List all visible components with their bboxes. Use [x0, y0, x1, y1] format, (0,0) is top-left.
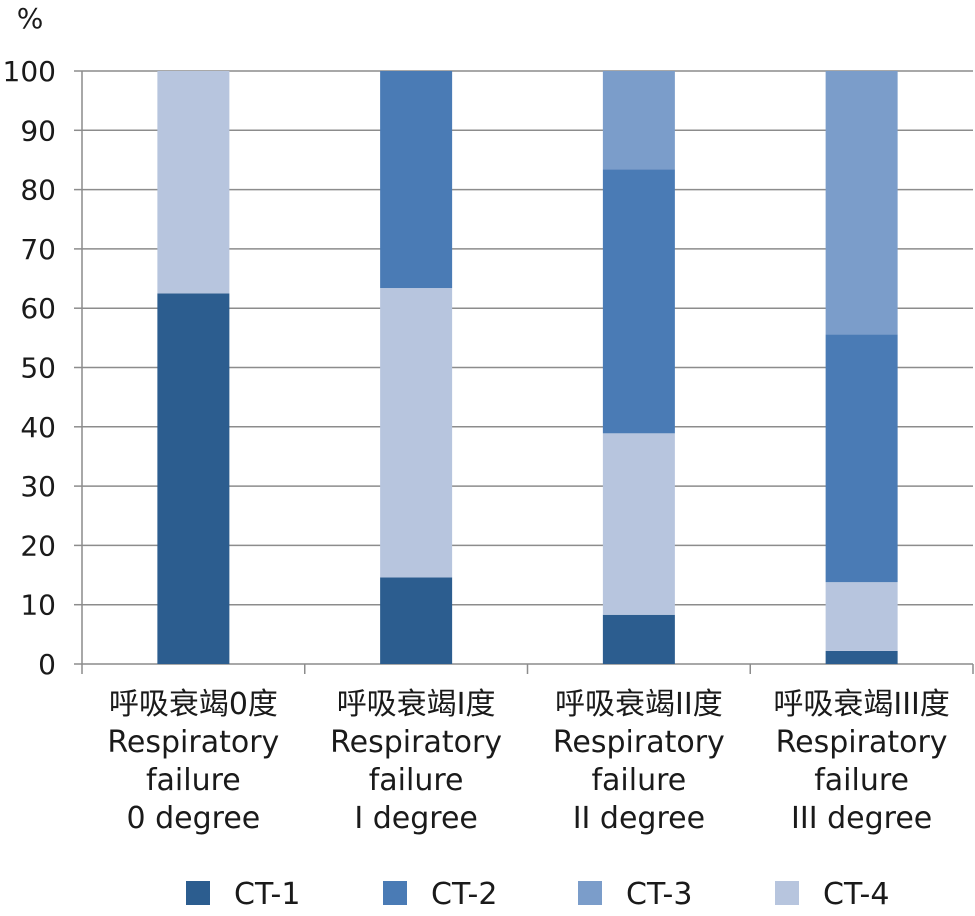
- y-tick-label: 80: [20, 174, 56, 207]
- category-label-line: III degree: [791, 801, 932, 836]
- bar-segment-ct-4: [380, 288, 453, 578]
- category-label: 呼吸衰竭II度 Respiratory failure II degree: [553, 687, 725, 836]
- category-label-line: Respiratory: [107, 725, 279, 760]
- category-label-line: 呼吸衰竭II度: [555, 687, 723, 722]
- legend-label: CT-3: [626, 877, 692, 912]
- category-label-line: Respiratory: [330, 725, 502, 760]
- y-tick-label: 90: [20, 114, 56, 147]
- category-label-line: 呼吸衰竭0度: [109, 687, 278, 722]
- legend-label: CT-2: [431, 877, 497, 912]
- category-label-line: failure: [369, 763, 464, 798]
- bar-segment-ct-1: [380, 577, 453, 664]
- y-axis-unit-label: %: [17, 2, 44, 35]
- category-label: 呼吸衰竭0度 Respiratory failure 0 degree: [107, 687, 279, 836]
- bar-segment-ct-1: [602, 614, 675, 664]
- legend-swatch: [186, 881, 210, 905]
- legend-item-ct-1: CT-1: [186, 877, 300, 912]
- legend: CT-1 CT-2 CT-3 CT-4: [186, 877, 889, 912]
- legend-item-ct-2: CT-2: [383, 877, 497, 912]
- y-tick-label: 0: [38, 648, 56, 681]
- axes: [74, 70, 974, 674]
- legend-item-ct-3: CT-3: [578, 877, 692, 912]
- category-label-line: II degree: [573, 801, 705, 836]
- bar-segment-ct-2: [380, 71, 453, 289]
- legend-swatch: [383, 881, 407, 905]
- bars: [157, 71, 898, 664]
- y-tick-label: 100: [3, 55, 56, 88]
- legend-label: CT-1: [234, 877, 300, 912]
- category-label: 呼吸衰竭III度 Respiratory failure III degree: [773, 687, 950, 836]
- y-tick-label: 30: [20, 470, 56, 503]
- y-tick-label: 10: [20, 589, 56, 622]
- category-label-line: Respiratory: [776, 725, 948, 760]
- y-tick-labels: 0 10 20 30 40 50 60 70 80 90 100: [3, 55, 56, 681]
- category-label-line: Respiratory: [553, 725, 725, 760]
- category-label-line: I degree: [354, 801, 478, 836]
- bar-segment-ct-2: [602, 169, 675, 434]
- category-label-line: 呼吸衰竭I度: [337, 687, 496, 722]
- legend-swatch: [578, 881, 602, 905]
- category-label-line: failure: [146, 763, 241, 798]
- y-tick-label: 40: [20, 411, 56, 444]
- bar-segment-ct-3: [602, 71, 675, 170]
- category-label-line: failure: [591, 763, 686, 798]
- category-label-line: failure: [814, 763, 909, 798]
- y-tick-label: 60: [20, 292, 56, 325]
- y-tick-label: 20: [20, 529, 56, 562]
- category-label: 呼吸衰竭I度 Respiratory failure I degree: [330, 687, 502, 836]
- bar-segment-ct-2: [825, 334, 898, 583]
- y-tick-label: 70: [20, 233, 56, 266]
- bar-segment-ct-1: [157, 293, 230, 664]
- bar-segment-ct-4: [602, 433, 675, 615]
- category-label-line: 0 degree: [126, 801, 260, 836]
- gridlines: [82, 70, 973, 606]
- y-tick-label: 50: [20, 352, 56, 385]
- bar-segment-ct-1: [825, 650, 898, 664]
- bar-segment-ct-4: [157, 71, 230, 294]
- bar-segment-ct-4: [825, 582, 898, 651]
- legend-label: CT-4: [823, 877, 889, 912]
- legend-item-ct-4: CT-4: [775, 877, 889, 912]
- bar-segment-ct-3: [825, 71, 898, 335]
- category-label-line: 呼吸衰竭III度: [773, 687, 950, 722]
- legend-swatch: [775, 881, 799, 905]
